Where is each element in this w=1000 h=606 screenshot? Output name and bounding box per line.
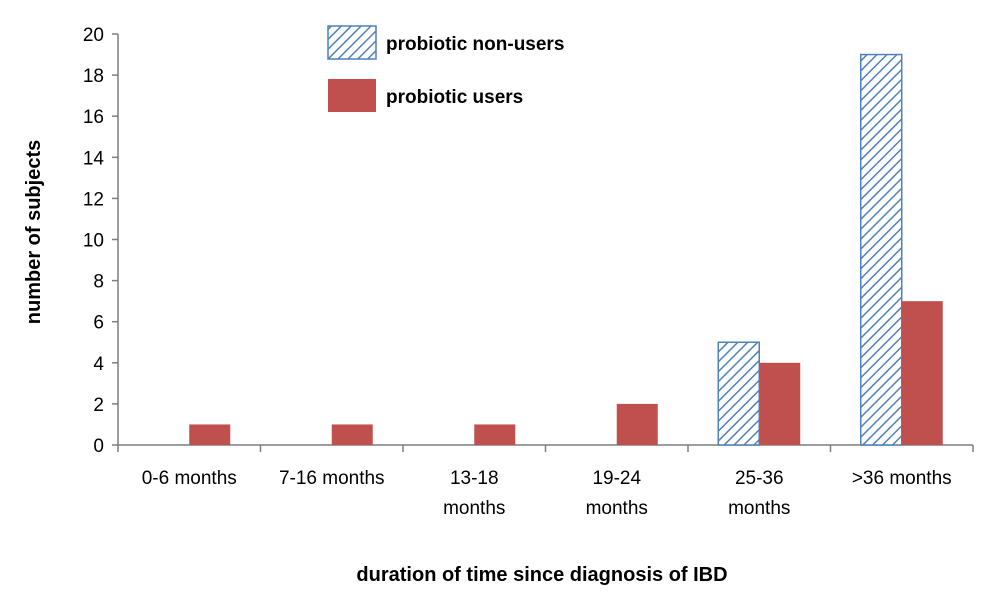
x-category-label: months [586,498,648,519]
bar-non-users [860,53,903,446]
bar-non-users [717,341,760,446]
legend-swatch-non-users [327,25,377,60]
legend-swatch-users [328,79,376,112]
x-category-label: 25-36 [735,468,784,489]
y-tick-label: 0 [93,436,104,457]
x-axis-title: duration of time since diagnosis of IBD [356,564,727,586]
y-tick-label: 2 [93,395,104,416]
x-category-label: 13-18 [450,468,499,489]
x-category-label: months [443,498,505,519]
y-axis-title: number of subjects [23,140,45,324]
x-category-label: months [728,498,790,519]
bar-users [759,362,801,445]
y-tick-label: 4 [93,354,104,375]
bar-users [331,424,373,445]
legend-label-users: probiotic users [386,87,523,108]
x-category-label: 0-6 months [142,468,237,489]
y-tick-label: 18 [83,66,104,87]
legend-label-non-users: probiotic non-users [386,34,564,55]
y-tick-label: 14 [83,148,105,169]
y-tick-label: 10 [83,231,104,252]
y-tick-label: 6 [93,313,104,334]
x-category-label: 7-16 months [279,468,385,489]
bar-users [616,403,658,445]
bar-users [901,301,943,445]
bar-users [474,424,516,445]
y-tick-label: 12 [83,189,104,210]
x-axis: 0-6 months 7-16 months 13-18 months 19-24 mon… [117,444,974,519]
y-axis: 0 2 4 6 8 10 12 14 16 18 20 [83,25,119,457]
y-tick-label: 16 [83,107,104,128]
bars [189,53,943,446]
bar-users [189,424,231,445]
x-category-label: >36 months [852,468,952,489]
y-tick-label: 8 [93,272,104,293]
y-tick-label: 20 [83,25,104,46]
legend: probiotic non-users probiotic users [327,25,564,112]
x-category-label: 19-24 [592,468,641,489]
